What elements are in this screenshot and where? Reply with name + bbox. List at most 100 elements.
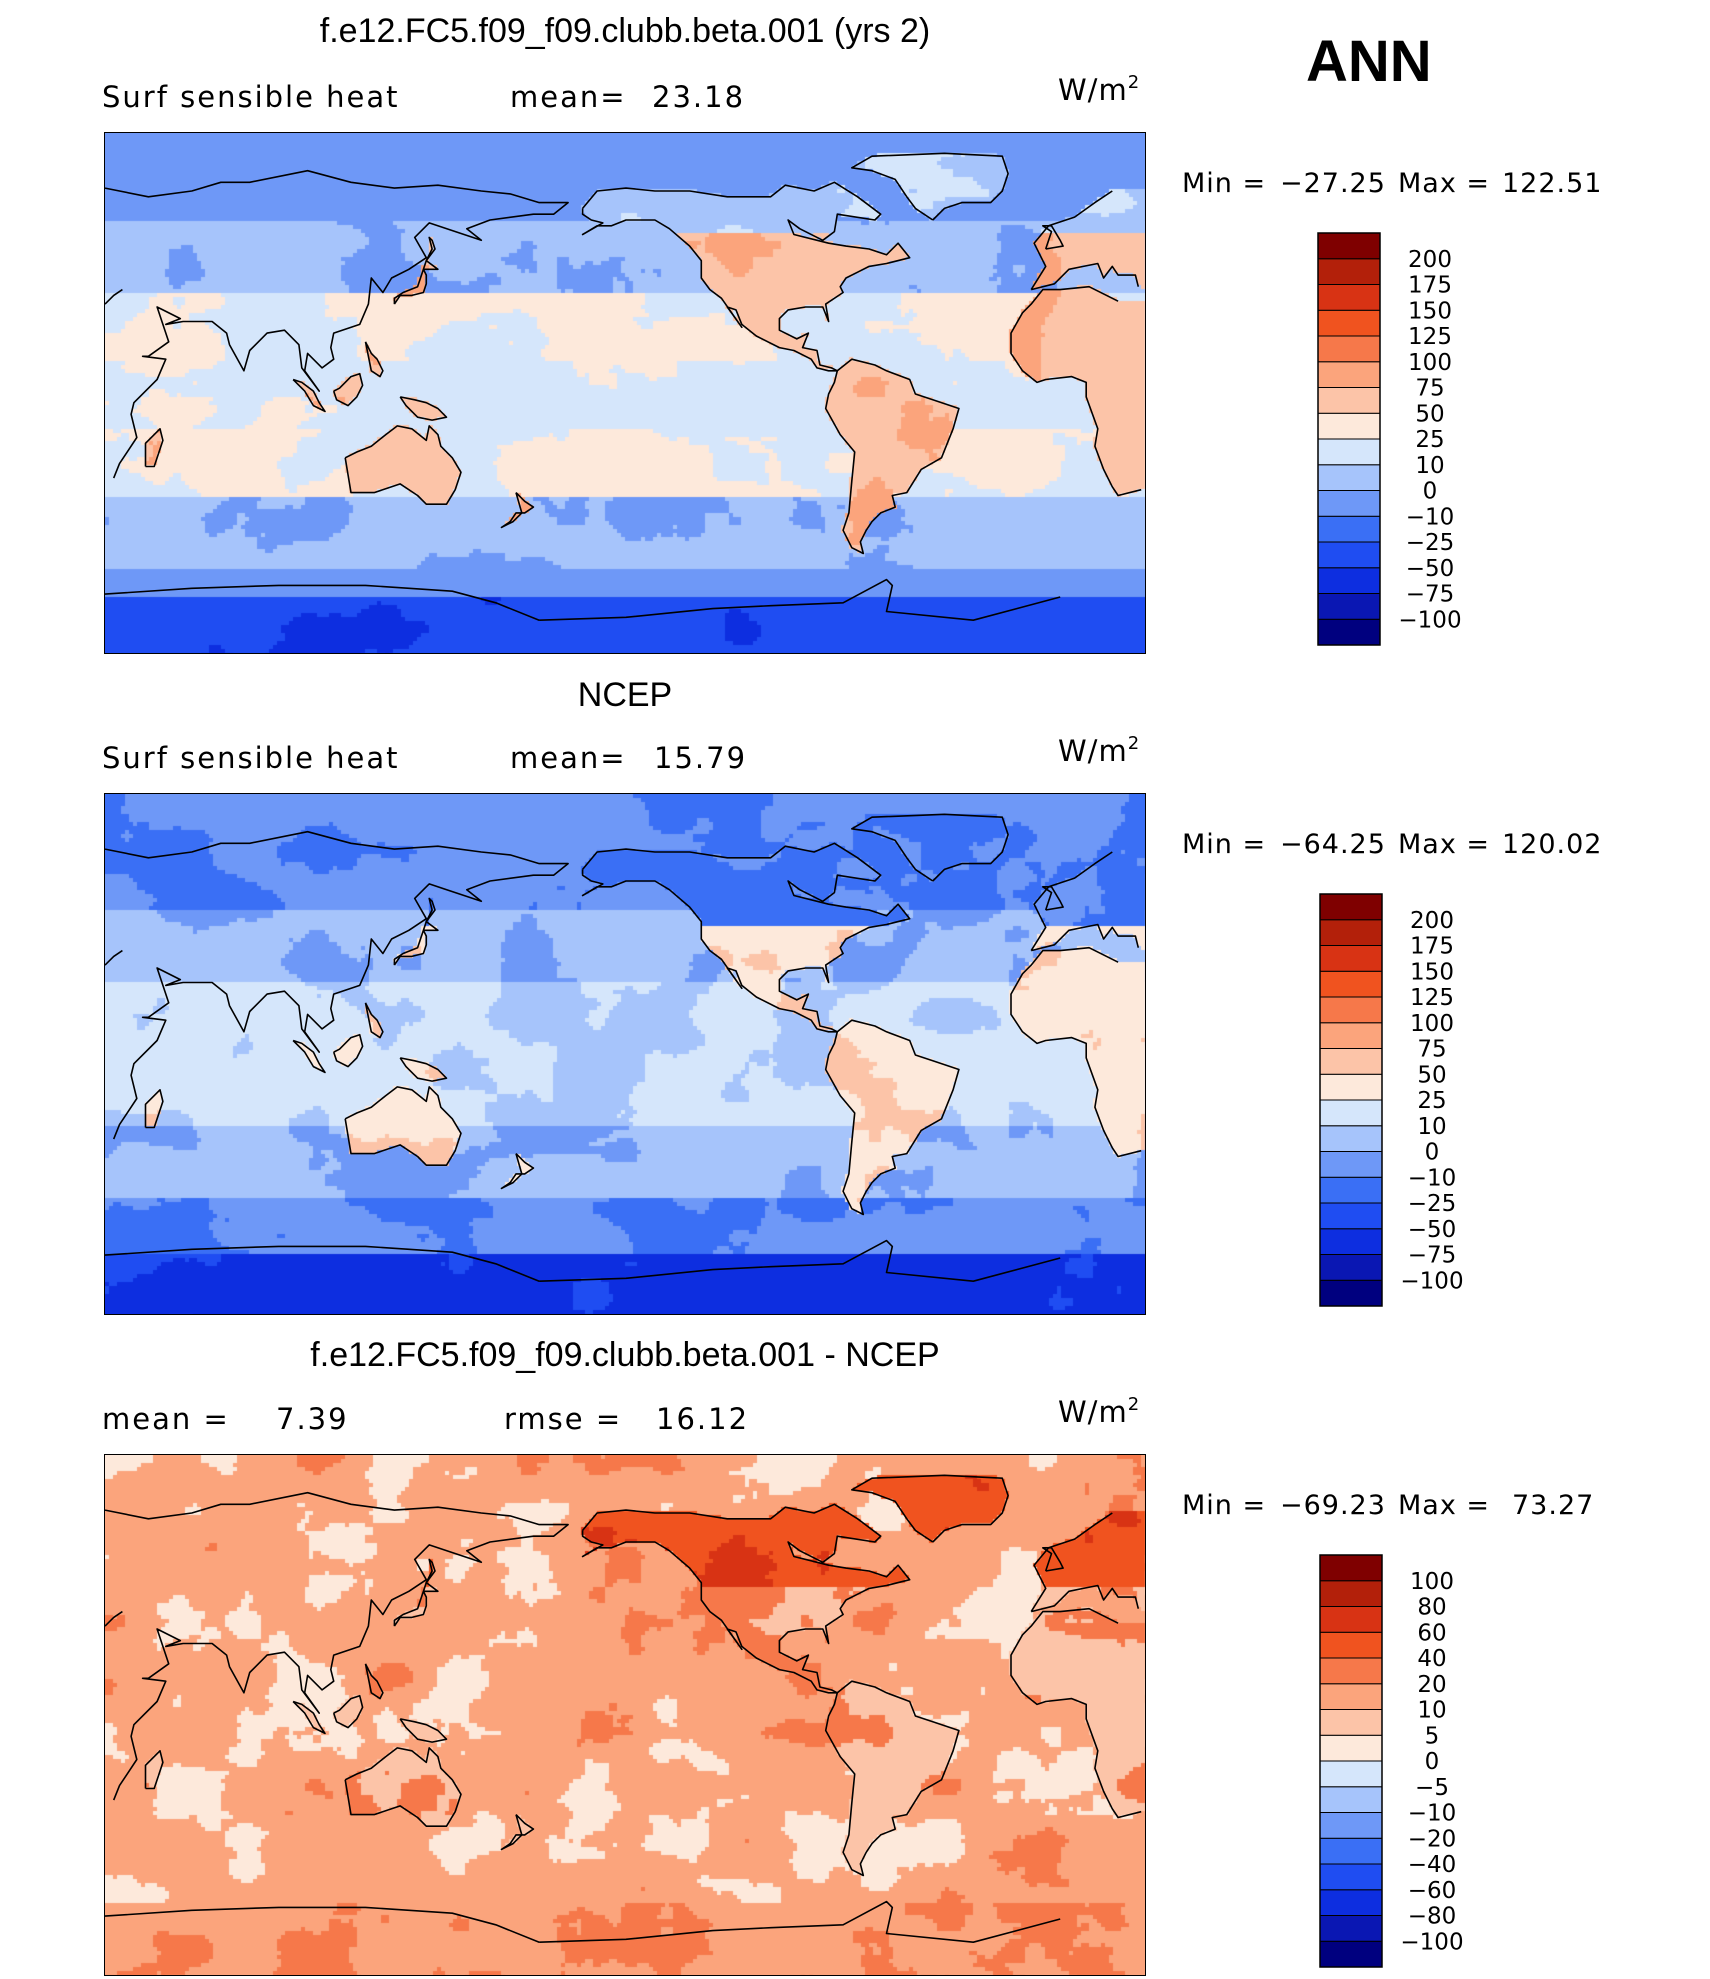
rmse-value: 16.12: [656, 1402, 750, 1436]
max-label: Max =: [1398, 168, 1491, 199]
coastline: [364, 1663, 384, 1700]
colorbar-swatch: [1319, 1176, 1383, 1204]
colorbar-swatch: [1319, 919, 1383, 946]
variable-label: Surf sensible heat: [102, 80, 400, 114]
colorbar-swatch: [1317, 567, 1381, 594]
colorbar-frame: [1319, 893, 1383, 1307]
colorbar-tick-label: 5: [1425, 1723, 1440, 1749]
colorbar-swatch: [1319, 1554, 1383, 1582]
mean-label: mean =: [102, 1402, 230, 1436]
colorbar-swatch: [1319, 1812, 1383, 1839]
colorbar-tick-label: −40: [1408, 1852, 1457, 1878]
map-field: [105, 133, 1145, 653]
colorbar-swatch: [1317, 464, 1381, 491]
mean-label: mean=: [510, 80, 627, 114]
coastline: [344, 1747, 462, 1827]
colorbar-tick-label: 0: [1425, 1140, 1440, 1166]
coastline: [851, 152, 1009, 221]
map-diff: [104, 1454, 1146, 1976]
colorbar: 200 175 150 125 100 75 50 25 10 0 −10 −25 −50 −75 −100: [1319, 893, 1480, 1311]
coastline: [332, 1694, 364, 1729]
colorbar-swatch: [1317, 438, 1381, 466]
colorbar-swatch: [1319, 1202, 1383, 1230]
colorbar-tick-label: −10: [1406, 504, 1455, 530]
colorbar-tick-label: 10: [1417, 1114, 1446, 1140]
colorbar-tick-label: 200: [1408, 247, 1452, 273]
colorbar-swatch: [1319, 1631, 1383, 1659]
colorbar-tick-label: 200: [1410, 908, 1454, 934]
coastline: [425, 1558, 436, 1584]
colorbar-tick-label: −80: [1408, 1904, 1457, 1930]
colorbar-swatch: [1319, 1915, 1383, 1942]
max-value: 73.27: [1512, 1490, 1595, 1521]
coastline: [399, 1057, 448, 1082]
colorbar-swatch: [1317, 284, 1381, 311]
colorbar: 200 175 150 125 100 75 50 25 10 0 −10 −25 −50 −75 −100: [1317, 232, 1478, 650]
colorbar-swatch: [1319, 1889, 1383, 1916]
colorbar-swatch: [1319, 893, 1383, 921]
rmse-label: rmse =: [504, 1402, 623, 1436]
coastline: [425, 897, 436, 923]
colorbar-tick-label: 150: [1410, 959, 1454, 985]
coastline: [344, 425, 462, 505]
coastline: [824, 1019, 960, 1216]
colorbar-tick-label: 60: [1417, 1620, 1446, 1646]
coastline: [332, 372, 364, 407]
colorbar-swatch: [1319, 1151, 1383, 1178]
colorbar-tick-label: 0: [1425, 1749, 1440, 1775]
coastline: [105, 578, 1061, 621]
units-label: W/m2: [1058, 72, 1141, 107]
min-label: Min =: [1182, 168, 1267, 199]
colorbar-tick-label: 100: [1408, 350, 1452, 376]
field-raster: [105, 133, 1145, 653]
coastline: [292, 1700, 326, 1735]
colorbar-swatch: [1317, 618, 1381, 646]
map-field: [105, 794, 1145, 1314]
colorbar-tick-label: −10: [1408, 1165, 1457, 1191]
colorbar-swatch: [1319, 1683, 1383, 1710]
coastline: [364, 1002, 384, 1039]
coastline: [581, 1503, 911, 1694]
colorbar-swatch: [1319, 1048, 1383, 1075]
coastline: [144, 1089, 164, 1129]
colorbar-tick-label: 80: [1417, 1595, 1446, 1621]
panel-title: NCEP: [577, 676, 673, 714]
colorbar-frame: [1319, 1554, 1383, 1968]
colorbar-tick-label: 125: [1408, 324, 1452, 350]
min-value: −69.23: [1280, 1490, 1386, 1521]
min-label: Min =: [1182, 829, 1267, 860]
max-label: Max =: [1398, 829, 1491, 860]
colorbar-swatch: [1319, 945, 1383, 972]
coastline: [144, 1750, 164, 1790]
mean-value: 15.79: [654, 741, 748, 775]
colorbar-swatch: [1319, 1709, 1383, 1736]
field-raster: [105, 1455, 1145, 1975]
coastline: [851, 813, 1009, 882]
season-label: ANN: [1306, 29, 1432, 94]
coastline: [1042, 1547, 1064, 1572]
coastline: [425, 236, 436, 262]
colorbar-tick-label: −100: [1398, 607, 1461, 633]
colorbar-swatch: [1319, 1254, 1383, 1281]
colorbar-tick-label: 175: [1408, 273, 1452, 299]
coastline: [393, 259, 439, 305]
colorbar-swatch: [1319, 1940, 1383, 1968]
coastline: [332, 1033, 364, 1068]
colorbar-tick-label: 175: [1410, 934, 1454, 960]
coastline: [500, 492, 535, 529]
map-model: [104, 132, 1146, 654]
map-field: [105, 1455, 1145, 1975]
colorbar-swatch: [1319, 1837, 1383, 1865]
colorbar-tick-label: −75: [1408, 1243, 1457, 1269]
colorbar-swatch: [1317, 515, 1381, 543]
coastline: [824, 358, 960, 555]
coastline: [364, 341, 384, 378]
colorbar-swatch: [1319, 1760, 1383, 1788]
colorbar-tick-label: 20: [1417, 1672, 1446, 1698]
coastline: [393, 1581, 439, 1627]
colorbar-tick-label: 75: [1415, 376, 1444, 402]
colorbar-tick-label: −75: [1406, 582, 1455, 608]
colorbar-tick-label: 25: [1415, 427, 1444, 453]
